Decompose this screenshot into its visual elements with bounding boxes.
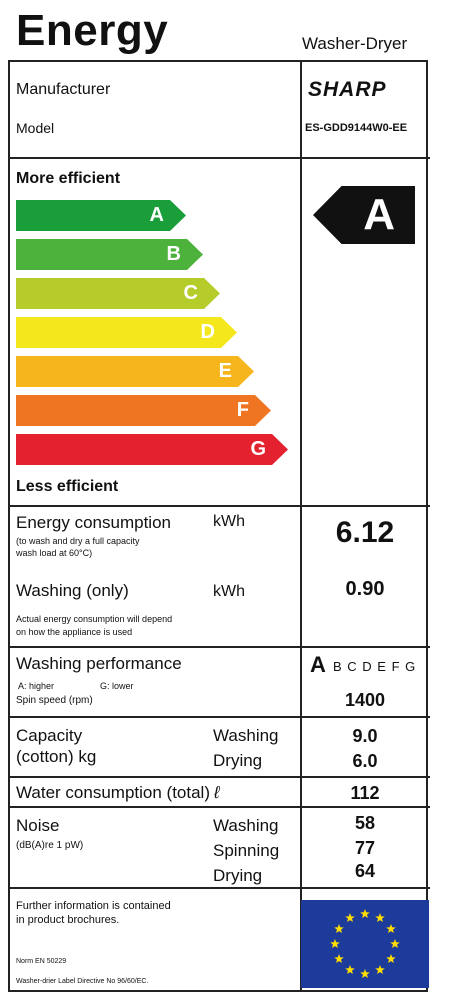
model-number: ES-GDD9144W0-EE <box>305 122 408 134</box>
eu-star-icon <box>386 954 396 964</box>
spin-speed-value: 1400 <box>344 690 386 710</box>
washing-only-unit: kWh <box>213 583 245 600</box>
noise-label: Noise <box>16 816 60 835</box>
divider <box>8 887 430 889</box>
performance-legend-a: A: higher <box>18 681 55 691</box>
info-note-2: in product brochures. <box>16 914 120 926</box>
energy-class-arrow-b: B <box>16 239 203 270</box>
eu-stars-icon <box>330 909 400 979</box>
capacity-drying-value: 6.0 <box>352 751 378 771</box>
divider <box>8 646 430 648</box>
washing-only-value: 0.90 <box>345 578 385 600</box>
washing-performance-label: Washing performance <box>16 654 182 673</box>
energy-class-arrow-g: G <box>16 434 288 465</box>
divider <box>8 716 430 718</box>
eu-star-icon <box>360 969 370 979</box>
product-type: Washer-Dryer <box>302 34 408 53</box>
spin-speed-label: Spin speed (rpm) <box>16 695 93 706</box>
energy-class-arrow-d: D <box>16 317 237 348</box>
label-title: Energy <box>16 6 169 55</box>
capacity-washing-value: 9.0 <box>352 726 378 746</box>
energy-class-arrow-c: C <box>16 278 220 309</box>
divider <box>8 806 430 808</box>
manufacturer-logo: SHARP <box>308 78 387 101</box>
model-label: Model <box>16 120 55 136</box>
eu-star-icon <box>345 964 355 975</box>
eu-star-icon <box>375 913 385 923</box>
energy-note-1: (to wash and dry a full capacity <box>16 536 140 546</box>
washing-only-note-1: Actual energy consumption will depend <box>16 614 173 624</box>
divider <box>8 157 430 159</box>
divider <box>8 505 430 507</box>
performance-rating: A <box>310 652 326 677</box>
eu-star-icon <box>360 909 370 919</box>
eu-star-icon <box>330 939 340 949</box>
energy-class-arrow-a: A <box>16 200 186 231</box>
label-frame <box>8 60 428 992</box>
energy-consumption-label: Energy consumption <box>16 513 171 532</box>
eu-star-icon <box>334 924 344 934</box>
eu-flag <box>301 900 429 988</box>
performance-legend-g: G: lower <box>100 681 134 691</box>
washing-only-label: Washing (only) <box>16 581 129 600</box>
eu-star-icon <box>345 913 355 923</box>
litre-icon: ℓ <box>214 783 220 802</box>
washing-only-note-2: on how the appliance is used <box>16 627 133 637</box>
norm-text: Norm EN 50229 <box>16 958 67 965</box>
noise-drying-value: 64 <box>354 861 376 881</box>
energy-value: 6.12 <box>335 516 395 549</box>
noise-drying-label: Drying <box>213 866 263 885</box>
noise-washing-label: Washing <box>213 816 279 835</box>
energy-note-2: wash load at 60°C) <box>16 548 93 558</box>
less-efficient-label: Less efficient <box>16 478 119 495</box>
noise-spinning-label: Spinning <box>213 841 280 860</box>
divider <box>8 776 430 778</box>
energy-unit: kWh <box>213 513 245 530</box>
more-efficient-label: More efficient <box>16 170 121 187</box>
info-note-1: Further information is contained <box>16 900 171 912</box>
directive-text: Washer-drier Label Directive No 96/60/EC… <box>16 978 149 985</box>
eu-star-icon <box>375 964 385 975</box>
manufacturer-label: Manufacturer <box>16 81 111 98</box>
performance-other-classes: B C D E F G <box>333 659 417 674</box>
water-consumption-label: Water consumption (total) <box>16 783 210 802</box>
noise-washing-value: 58 <box>354 813 376 833</box>
capacity-drying-label: Drying <box>213 751 263 770</box>
capacity-washing-label: Washing <box>213 726 279 745</box>
noise-spinning-value: 77 <box>354 838 376 858</box>
energy-class-arrow-e: E <box>16 356 254 387</box>
capacity-unit: (cotton) kg <box>16 747 97 766</box>
energy-class-arrow-f: F <box>16 395 271 426</box>
noise-unit: (dB(A)re 1 pW) <box>16 840 84 851</box>
eu-star-icon <box>386 924 396 934</box>
eu-star-icon <box>334 954 344 964</box>
column-divider <box>300 60 302 992</box>
water-value: 112 <box>350 783 380 803</box>
capacity-label: Capacity <box>16 726 83 745</box>
eu-star-icon <box>390 939 400 949</box>
